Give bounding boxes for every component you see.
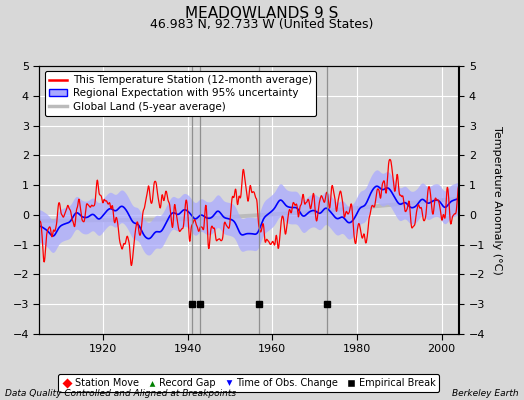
Legend: Station Move, Record Gap, Time of Obs. Change, Empirical Break: Station Move, Record Gap, Time of Obs. C… [59, 374, 439, 392]
Text: MEADOWLANDS 9 S: MEADOWLANDS 9 S [185, 6, 339, 21]
Y-axis label: Temperature Anomaly (°C): Temperature Anomaly (°C) [492, 126, 502, 274]
Text: 46.983 N, 92.733 W (United States): 46.983 N, 92.733 W (United States) [150, 18, 374, 31]
Text: Data Quality Controlled and Aligned at Breakpoints: Data Quality Controlled and Aligned at B… [5, 389, 236, 398]
Text: Berkeley Earth: Berkeley Earth [452, 389, 519, 398]
